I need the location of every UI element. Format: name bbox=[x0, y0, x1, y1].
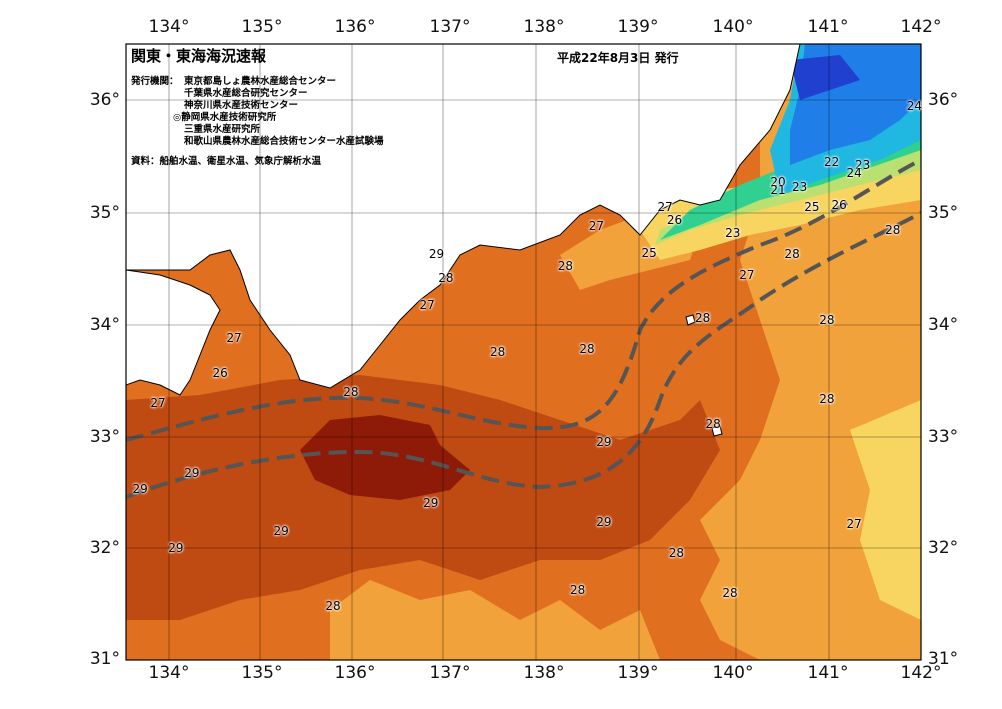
sst-zone-27-south bbox=[330, 580, 660, 660]
contour-label: 27 bbox=[739, 268, 755, 283]
contour-label: 28 bbox=[885, 223, 901, 238]
land-honshu bbox=[126, 44, 801, 389]
lon-tick-bottom: 135° bbox=[241, 663, 283, 683]
contour-label: 28 bbox=[722, 585, 738, 600]
contour-label: 28 bbox=[705, 417, 721, 432]
contour-label: 28 bbox=[579, 342, 595, 357]
contour-label: 25 bbox=[804, 199, 820, 214]
sst-zone-29 bbox=[126, 375, 720, 620]
graticule bbox=[126, 44, 921, 660]
lon-tick-top: 142° bbox=[900, 17, 942, 37]
contour-label: 23 bbox=[791, 179, 808, 194]
institution-item: 神奈川県水産技術センター bbox=[184, 100, 299, 111]
kuroshio-axis-north bbox=[126, 158, 921, 442]
contour-label: 29 bbox=[423, 495, 439, 510]
contour-label: 27 bbox=[588, 219, 605, 234]
contour-label: 23 bbox=[725, 225, 741, 240]
contour-label: 29 bbox=[596, 434, 612, 449]
contour-label: 28 bbox=[784, 247, 800, 261]
contour-label: 29 bbox=[428, 247, 445, 261]
institution-item: 三重県水産研究所 bbox=[184, 124, 261, 135]
data-sources: 資料：船舶水温、衛星水温、気象庁解析水温 bbox=[131, 156, 322, 167]
contour-label: 27 bbox=[150, 395, 166, 410]
lon-tick-bottom: 139° bbox=[617, 663, 659, 683]
kuroshio-axis-south bbox=[126, 211, 921, 499]
contour-label: 28 bbox=[569, 583, 586, 598]
lon-tick-bottom: 134° bbox=[148, 663, 190, 683]
sst-zone-26-se bbox=[850, 400, 921, 620]
institution-item: 千葉県水産総合研究センター bbox=[184, 88, 308, 99]
lat-tick-left: 32° bbox=[89, 538, 120, 558]
lat-tick-left: 35° bbox=[89, 203, 120, 223]
lat-tick-right: 32° bbox=[928, 538, 959, 558]
lat-tick-left: 33° bbox=[89, 427, 120, 447]
contour-label: 27 bbox=[419, 298, 435, 313]
lon-tick-top: 141° bbox=[807, 17, 849, 37]
contour-label: 28 bbox=[819, 313, 835, 328]
institution-item: ◎静岡県水産技術研究所 bbox=[173, 112, 277, 123]
lon-tick-top: 137° bbox=[429, 17, 471, 37]
contour-label: 26 bbox=[831, 197, 847, 212]
contour-label: 29 bbox=[168, 540, 184, 555]
lon-tick-bottom: 138° bbox=[523, 663, 565, 683]
institutions-label: 発行機関： bbox=[131, 76, 179, 87]
lon-tick-bottom: 141° bbox=[807, 663, 849, 683]
land-hachijo bbox=[711, 425, 723, 437]
contour-label: 27 bbox=[226, 330, 242, 345]
map-title: 関東・東海海況速報 bbox=[131, 47, 267, 65]
contour-label: 29 bbox=[184, 465, 200, 480]
land-shikoku bbox=[126, 269, 221, 396]
contour-label: 24 bbox=[906, 99, 923, 114]
contour-label: 27 bbox=[846, 516, 862, 531]
lon-tick-bottom: 140° bbox=[712, 663, 754, 683]
lat-tick-left: 36° bbox=[89, 90, 120, 110]
issue-date: 平成22年8月3日 発行 bbox=[557, 51, 679, 65]
lat-tick-right: 31° bbox=[928, 649, 959, 669]
sst-zone-29-plus bbox=[300, 415, 470, 500]
contour-label: 22 bbox=[823, 154, 840, 169]
contour-label: 29 bbox=[132, 481, 148, 496]
contour-label: 29 bbox=[596, 514, 612, 529]
contour-label: 23 bbox=[855, 158, 871, 173]
lat-tick-right: 35° bbox=[928, 203, 959, 223]
contour-label: 28 bbox=[695, 311, 711, 326]
contour-label: 28 bbox=[343, 385, 359, 400]
contour-label: 24 bbox=[846, 165, 862, 180]
lon-tick-top: 138° bbox=[523, 17, 565, 37]
contour-label: 28 bbox=[438, 270, 454, 285]
contour-label: 28 bbox=[819, 391, 835, 406]
contour-label: 26 bbox=[666, 212, 683, 227]
institution-item: 和歌山県農林水産総合技術センター水産試験場 bbox=[184, 136, 384, 147]
contour-label: 26 bbox=[212, 365, 228, 380]
contour-label: 28 bbox=[325, 599, 341, 614]
contour-label: 20 bbox=[770, 175, 786, 190]
contour-label: 25 bbox=[641, 245, 657, 260]
lon-tick-bottom: 136° bbox=[334, 663, 376, 683]
lon-tick-top: 140° bbox=[712, 17, 754, 37]
contour-label: 28 bbox=[668, 545, 685, 560]
lon-tick-top: 134° bbox=[148, 17, 190, 37]
lat-tick-right: 34° bbox=[928, 315, 959, 335]
lon-tick-top: 135° bbox=[241, 17, 283, 37]
institution-item: 東京都島しょ農林水産総合センター bbox=[184, 76, 337, 87]
lon-tick-bottom: 137° bbox=[429, 663, 471, 683]
lat-tick-left: 31° bbox=[89, 649, 120, 669]
contour-label: 28 bbox=[489, 344, 506, 359]
institution-list: 東京都島しょ農林水産総合センター 千葉県水産総合研究センター 神奈川県水産技術セ… bbox=[173, 76, 384, 148]
lat-tick-right: 36° bbox=[928, 90, 959, 110]
lon-tick-top: 136° bbox=[334, 17, 376, 37]
contour-label: 28 bbox=[557, 258, 574, 273]
map-frame bbox=[125, 43, 922, 661]
contour-label: 21 bbox=[770, 182, 786, 197]
land-izu-oshima bbox=[685, 314, 696, 326]
lon-tick-bottom: 142° bbox=[900, 663, 942, 683]
contour-label: 27 bbox=[657, 199, 673, 214]
lon-tick-top: 139° bbox=[617, 17, 659, 37]
lat-tick-left: 34° bbox=[89, 315, 120, 335]
lat-tick-right: 33° bbox=[928, 427, 959, 447]
sst-zone-25 bbox=[655, 150, 921, 245]
contour-label: 29 bbox=[273, 524, 289, 539]
sst-zone-21 bbox=[790, 55, 860, 100]
